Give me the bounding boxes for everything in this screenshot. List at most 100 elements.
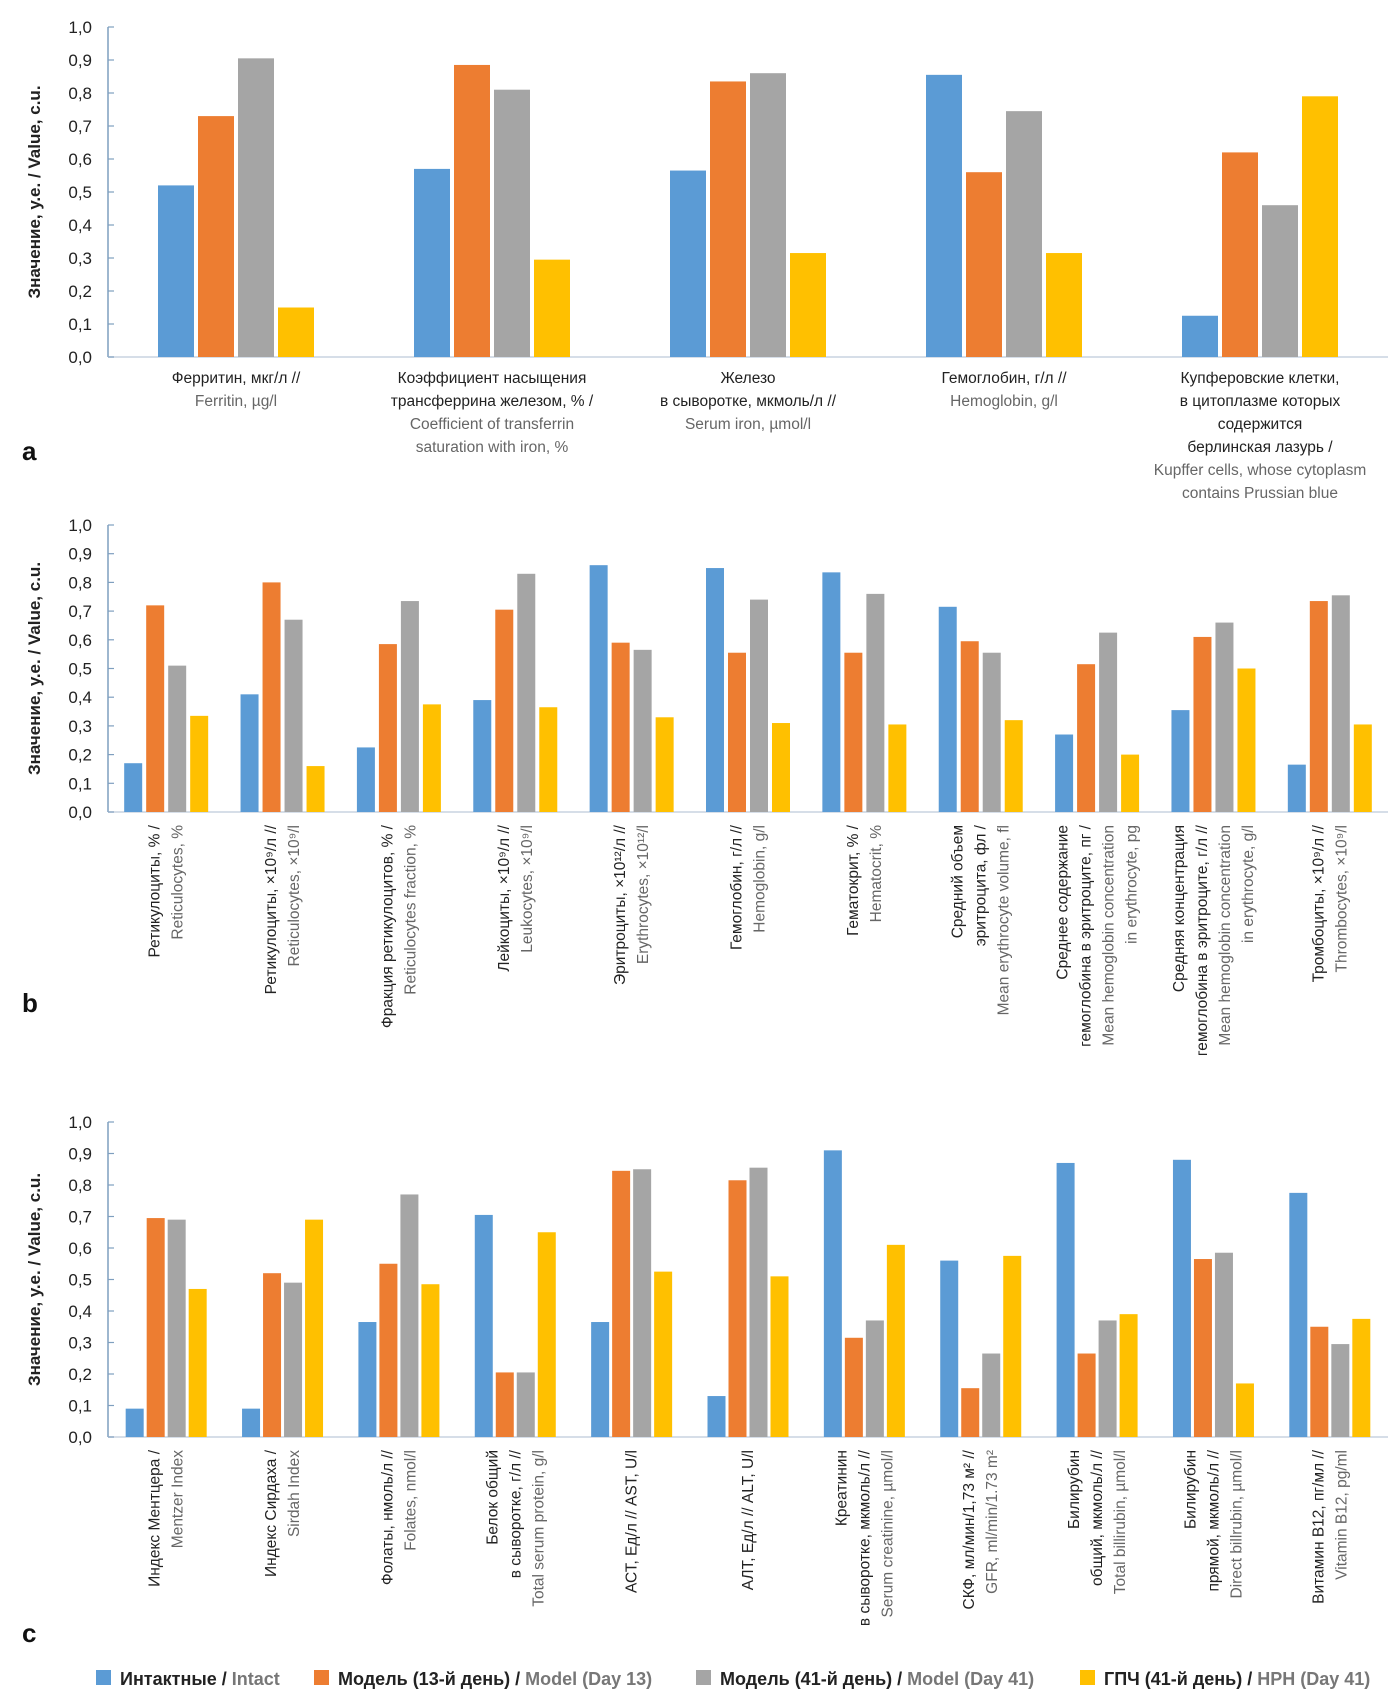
bar-intact xyxy=(706,568,724,812)
bar-model13 xyxy=(960,641,979,812)
category-label-line: Индекс Сирдаха / xyxy=(263,1449,280,1577)
bar-hph41 xyxy=(790,253,826,357)
x-category-label: Фолаты, нмоль/л // Folates, nmol/l xyxy=(379,1449,419,1585)
category-label-line: Гемоглобин, г/л // xyxy=(729,824,746,950)
bar-model13 xyxy=(146,1218,165,1437)
y-tick-label: 0,9 xyxy=(68,51,92,70)
bar-model13 xyxy=(263,1273,282,1437)
category-label-line: Direct billrubin, µmol/l xyxy=(1228,1450,1245,1598)
y-tick-label: 0,4 xyxy=(68,1302,92,1321)
category-label-line: Serum iron, µmol/l xyxy=(685,416,811,433)
category-label-line: Serum creatinine, µmol/l xyxy=(879,1450,896,1617)
category-label-line: Total serum protein, g/l xyxy=(530,1450,547,1607)
bar-model41 xyxy=(168,665,187,812)
bar-model41 xyxy=(982,652,1001,812)
bar-model13 xyxy=(844,652,863,812)
legend-swatch-intact xyxy=(96,1670,111,1685)
bar-intact xyxy=(1289,1192,1308,1437)
bar-hph41 xyxy=(1003,1255,1022,1437)
bar-hph41 xyxy=(1353,724,1372,812)
bar-model13 xyxy=(1077,664,1096,812)
category-label-line: Лейкоциты, ×10⁹/л // xyxy=(496,824,513,971)
bar-model41 xyxy=(284,1282,303,1437)
bar-model41 xyxy=(1006,111,1042,358)
bar-model13 xyxy=(146,605,165,812)
bar-intact xyxy=(240,694,259,812)
bar-hph41 xyxy=(1121,754,1140,812)
y-tick-label: 0,7 xyxy=(68,1208,92,1227)
x-category-label: Гематокрит, % / Hematocrit, % xyxy=(845,824,885,936)
category-label-line: Leukocytes, ×10⁹/l xyxy=(519,825,536,953)
category-label-line: в сыворотке, г/л // xyxy=(507,1449,524,1578)
bar-model41 xyxy=(1331,1344,1350,1437)
bar-model13 xyxy=(198,116,234,357)
category-label-line: берлинская лазурь / xyxy=(1187,439,1333,456)
category-label-line: в сыворотке, мкмоль/л // xyxy=(660,393,837,410)
bar-intact xyxy=(670,170,706,357)
y-tick-label: 1,0 xyxy=(68,18,92,37)
category-label-line: Среднее содержание xyxy=(1055,825,1072,980)
bar-intact xyxy=(1287,764,1306,812)
x-category-label: Среднее содержание гемоглобина в эритроци… xyxy=(1055,824,1141,1046)
legend-swatch-hph41 xyxy=(1080,1670,1095,1685)
category-label-line: Билирубин xyxy=(1182,1450,1199,1529)
bar-hph41 xyxy=(1237,668,1256,812)
bar-model13 xyxy=(966,172,1002,357)
bar-intact xyxy=(358,1322,377,1437)
category-label-line: Витамин В12, пг/мл // xyxy=(1310,1449,1327,1604)
y-tick-label: 0,2 xyxy=(68,1365,92,1384)
category-label-line: Vitamin B12, pg/ml xyxy=(1333,1450,1350,1580)
category-label-line: Folates, nmol/l xyxy=(402,1450,419,1551)
bar-model41 xyxy=(1099,632,1118,812)
x-category-label: Средний объем эритроцита, фл / Mean erythr… xyxy=(950,824,1013,1015)
panel-a-chart: 0,0 0,1 0,2 0,3 0,4 0,5 0,6 0,7 0,8 0,9 1,0 Значени… xyxy=(25,18,1388,502)
bar-intact xyxy=(474,1214,493,1437)
bar-model41 xyxy=(1215,622,1234,812)
x-category-label: Эритроциты, ×10¹²/л // Erythrocytes, ×10¹… xyxy=(612,824,652,985)
category-label-line: гемоглобина в эритроците, пг / xyxy=(1078,824,1095,1046)
category-label-line: прямой, мкмоль/л // xyxy=(1205,1449,1222,1591)
category-label-line: Kupffer cells, whose cytoplasm xyxy=(1154,462,1367,479)
bar-intact xyxy=(823,1150,842,1437)
legend-entry-model41: Модель (41-й день) / Model (Day 41) xyxy=(720,1669,1034,1689)
y-tick-label: 0,3 xyxy=(68,717,92,736)
bar-model41 xyxy=(633,1169,652,1437)
category-label-line: в сыворотке, мкмоль/л // xyxy=(856,1449,873,1626)
category-label-line: в цитоплазме которых xyxy=(1180,393,1341,410)
bar-hph41 xyxy=(422,704,441,812)
bar-intact xyxy=(591,1322,610,1437)
bar-model13 xyxy=(1310,1326,1329,1437)
bar-hph41 xyxy=(190,715,209,812)
y-tick-label: 0,5 xyxy=(68,1271,92,1290)
bar-model41 xyxy=(238,58,274,357)
category-label-line: Mean erythrocyte volume, fl xyxy=(996,825,1013,1015)
bar-model41 xyxy=(633,649,652,812)
bar-intact xyxy=(1182,315,1218,357)
bar-intact xyxy=(940,1260,959,1437)
bar-model13 xyxy=(710,81,746,357)
y-tick-label: 0,6 xyxy=(68,150,92,169)
x-category-label: Белок общий в сыворотке, г/л // Total seru… xyxy=(484,1449,547,1606)
category-label-line: Индекс Ментцера / xyxy=(147,1449,164,1587)
category-label-line: Коэффициент насыщения xyxy=(398,370,587,387)
bar-model41 xyxy=(1331,595,1350,812)
bar-intact xyxy=(124,763,143,812)
bar-model13 xyxy=(454,64,490,357)
bar-intact xyxy=(473,700,492,812)
bar-intact xyxy=(926,74,962,357)
bar-model13 xyxy=(495,609,514,812)
y-tick-label: 1,0 xyxy=(68,1113,92,1132)
bar-hph41 xyxy=(1235,1383,1254,1437)
y-tick-label: 0,1 xyxy=(68,315,92,334)
bar-intact xyxy=(1055,734,1074,812)
x-category-label: СКФ, мл/мин/1,73 м² // GFR, ml/min/1.73 m… xyxy=(961,1449,1001,1609)
bar-model41 xyxy=(167,1219,186,1437)
x-category-label: Фракция ретикулоцитов, % / Reticulocytes … xyxy=(379,824,419,1028)
bar-model13 xyxy=(1309,601,1328,812)
bar-model41 xyxy=(400,1194,419,1437)
bar-intact xyxy=(158,185,194,357)
category-label-line: Средний объем xyxy=(950,825,967,938)
bar-hph41 xyxy=(1046,253,1082,357)
y-tick-label: 0,3 xyxy=(68,1334,92,1353)
